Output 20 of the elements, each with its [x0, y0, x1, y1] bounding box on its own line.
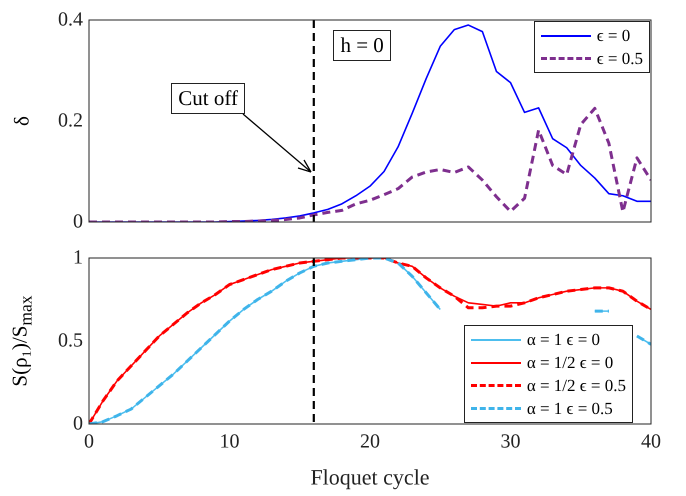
y-tick-label: 0.4 — [58, 8, 83, 30]
y-tick-label: 0 — [73, 412, 83, 434]
y-tick-label: 0.2 — [58, 109, 83, 132]
y-tick-label: 0 — [73, 210, 83, 232]
legend-label: α = 1/2 ϵ = 0 — [526, 352, 614, 372]
legend-label: α = 1 ϵ = 0 — [526, 330, 600, 350]
x-tick-label: 10 — [220, 430, 240, 452]
y-axis-title: δ — [10, 116, 34, 126]
legend-label: α = 1 ϵ = 0.5 — [526, 398, 613, 418]
legend-label: α = 1/2 ϵ = 0.5 — [526, 376, 626, 396]
x-tick-label: 40 — [641, 430, 661, 452]
x-tick-label: 20 — [360, 430, 380, 452]
annotation: Cut off — [171, 82, 245, 114]
annotation: h = 0 — [333, 30, 391, 61]
legend-label: ϵ = 0 — [596, 26, 630, 46]
y-tick-label: 1 — [73, 246, 83, 268]
x-axis-title: Floquet cycle — [310, 464, 430, 490]
legend-label: ϵ = 0.5 — [596, 48, 643, 68]
x-tick-label: 30 — [500, 430, 520, 452]
y-tick-label: 0.5 — [58, 329, 83, 352]
